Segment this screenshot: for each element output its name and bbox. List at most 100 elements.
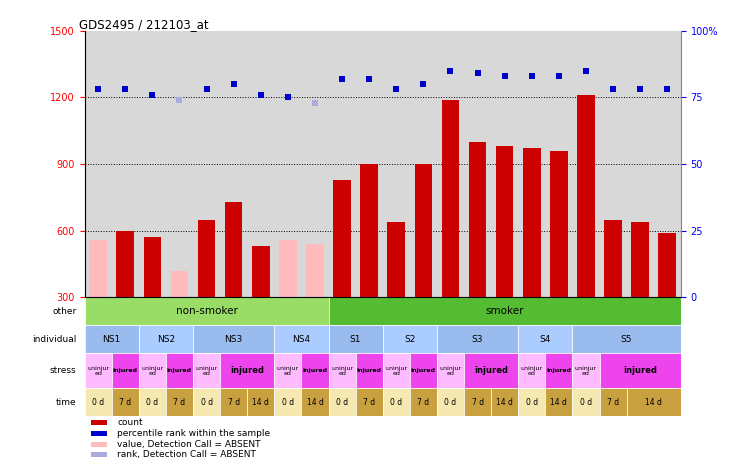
Bar: [518, 325, 573, 353]
Bar: [85, 388, 112, 417]
Bar: [437, 388, 464, 417]
Text: NS2: NS2: [157, 335, 175, 344]
Text: NS1: NS1: [102, 335, 121, 344]
Bar: [139, 325, 193, 353]
Bar: [631, 222, 649, 297]
Point: [228, 80, 240, 88]
Text: uninjur
ed: uninjur ed: [520, 365, 543, 376]
Bar: [626, 388, 681, 417]
Text: injured: injured: [474, 366, 508, 375]
Bar: [573, 388, 600, 417]
Point: [119, 86, 131, 93]
Point: [92, 86, 104, 93]
Bar: [139, 353, 166, 388]
Text: uninjur
ed: uninjur ed: [331, 365, 353, 376]
Text: 14 d: 14 d: [645, 398, 662, 407]
Bar: [302, 353, 328, 388]
Bar: [573, 325, 681, 353]
Bar: [171, 271, 188, 297]
Bar: [387, 222, 405, 297]
Bar: [328, 325, 383, 353]
Bar: [464, 388, 491, 417]
Point: [364, 75, 375, 82]
Text: other: other: [52, 307, 77, 316]
Text: 0 d: 0 d: [526, 398, 538, 407]
Point: [255, 91, 266, 99]
Text: 0 d: 0 d: [445, 398, 456, 407]
Bar: [193, 388, 220, 417]
Bar: [496, 146, 514, 297]
Text: 14 d: 14 d: [496, 398, 513, 407]
Text: stress: stress: [50, 366, 77, 375]
Bar: [116, 231, 134, 297]
Bar: [437, 325, 518, 353]
Bar: [193, 325, 275, 353]
Text: 14 d: 14 d: [306, 398, 323, 407]
Bar: [85, 297, 328, 325]
Text: S3: S3: [472, 335, 484, 344]
Bar: [91, 420, 107, 425]
Point: [472, 70, 484, 77]
Bar: [85, 325, 139, 353]
Text: individual: individual: [32, 335, 77, 344]
Bar: [577, 95, 595, 297]
Text: uninjur
ed: uninjur ed: [87, 365, 109, 376]
Bar: [410, 388, 437, 417]
Text: rank, Detection Call = ABSENT: rank, Detection Call = ABSENT: [118, 450, 256, 459]
Point: [607, 86, 619, 93]
Bar: [275, 353, 302, 388]
Text: 0 d: 0 d: [282, 398, 294, 407]
Bar: [545, 388, 573, 417]
Bar: [410, 353, 437, 388]
Bar: [144, 237, 161, 297]
Bar: [275, 325, 328, 353]
Bar: [355, 353, 383, 388]
Bar: [112, 353, 139, 388]
Bar: [659, 233, 676, 297]
Bar: [604, 219, 622, 297]
Point: [499, 73, 511, 80]
Text: NS4: NS4: [292, 335, 311, 344]
Point: [336, 75, 348, 82]
Text: 0 d: 0 d: [580, 398, 592, 407]
Bar: [518, 388, 545, 417]
Text: injured: injured: [411, 368, 436, 374]
Text: GDS2495 / 212103_at: GDS2495 / 212103_at: [79, 18, 208, 31]
Bar: [361, 164, 378, 297]
Text: 0 d: 0 d: [146, 398, 158, 407]
Point: [445, 67, 456, 74]
Bar: [166, 353, 193, 388]
Text: 0 d: 0 d: [92, 398, 105, 407]
Bar: [91, 442, 107, 447]
Text: 7 d: 7 d: [472, 398, 484, 407]
Point: [282, 94, 294, 101]
Text: S4: S4: [539, 335, 551, 344]
Text: uninjur
ed: uninjur ed: [385, 365, 407, 376]
Text: injured: injured: [546, 368, 571, 374]
Text: 7 d: 7 d: [174, 398, 185, 407]
Bar: [91, 452, 107, 457]
Bar: [491, 388, 518, 417]
Text: uninjur
ed: uninjur ed: [196, 365, 218, 376]
Text: 7 d: 7 d: [119, 398, 131, 407]
Bar: [306, 244, 324, 297]
Point: [174, 96, 185, 104]
Text: injured: injured: [302, 368, 328, 374]
Bar: [437, 353, 464, 388]
Bar: [333, 180, 351, 297]
Text: S5: S5: [621, 335, 632, 344]
Bar: [225, 202, 242, 297]
Text: S1: S1: [350, 335, 361, 344]
Text: 0 d: 0 d: [336, 398, 348, 407]
Point: [417, 80, 429, 88]
Bar: [383, 388, 410, 417]
Bar: [573, 353, 600, 388]
Text: S2: S2: [404, 335, 416, 344]
Bar: [166, 388, 193, 417]
Bar: [247, 388, 275, 417]
Bar: [442, 100, 459, 297]
Bar: [600, 388, 626, 417]
Text: 7 d: 7 d: [227, 398, 240, 407]
Bar: [220, 353, 275, 388]
Bar: [469, 142, 486, 297]
